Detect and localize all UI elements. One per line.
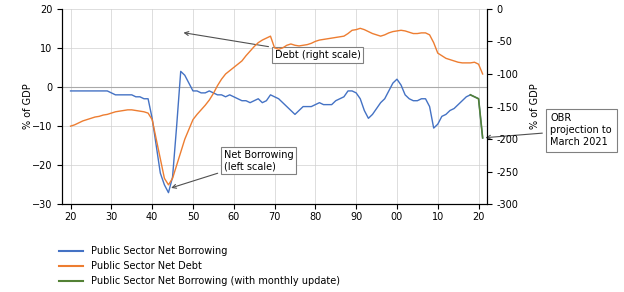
Legend: Public Sector Net Borrowing, Public Sector Net Debt, Public Sector Net Borrowing: Public Sector Net Borrowing, Public Sect…: [55, 243, 344, 290]
Y-axis label: % of GDP: % of GDP: [22, 84, 32, 129]
Text: OBR
projection to
March 2021: OBR projection to March 2021: [487, 114, 612, 147]
Y-axis label: % of GDP: % of GDP: [530, 84, 540, 129]
Text: Net Borrowing
(left scale): Net Borrowing (left scale): [172, 150, 293, 188]
Text: Debt (right scale): Debt (right scale): [185, 32, 361, 60]
